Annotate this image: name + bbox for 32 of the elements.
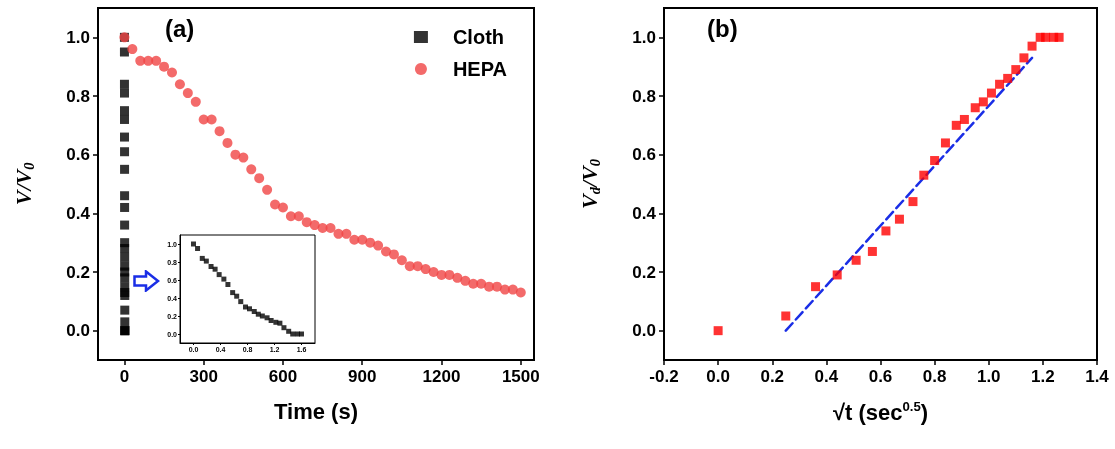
y-tick-label: 0.2 <box>632 262 656 282</box>
x-tick-label: 0.6 <box>868 367 893 386</box>
y-tick-label: 0.8 <box>66 86 90 106</box>
x-tick-label: -0.2 <box>649 367 679 386</box>
x-tick-label: 300 <box>189 367 218 386</box>
x-tick-label: 1.2 <box>1031 367 1055 386</box>
y-tick-label: 1.0 <box>66 27 90 47</box>
annotation: (b) <box>707 14 738 42</box>
x-tick-label: 0.8 <box>922 367 947 386</box>
x-tick-label: 0.2 <box>760 367 785 386</box>
y-tick-label: 0.8 <box>632 86 656 106</box>
x-tick-label: 900 <box>348 367 377 386</box>
y-tick-label: 0.4 <box>632 203 657 223</box>
x-axis-title: Time (s) <box>274 398 358 424</box>
legend-label: HEPA <box>452 58 508 80</box>
legend-label: Cloth <box>452 26 505 48</box>
x-tick-label: 1.4 <box>1085 367 1110 386</box>
x-tick-label: 1500 <box>501 367 540 386</box>
x-tick-label: 1200 <box>422 367 461 386</box>
y-axis-title: Vd/V0 <box>577 159 603 209</box>
x-tick-label: 1.0 <box>976 367 1001 386</box>
x-tick-label: 0.0 <box>706 367 730 386</box>
y-tick-label: 0.2 <box>66 262 90 282</box>
x-tick-label: 0.4 <box>814 367 839 386</box>
x-tick-label: 0 <box>119 367 130 386</box>
x-tick-label: 600 <box>268 367 298 386</box>
y-tick-label: 1.0 <box>632 27 656 47</box>
y-axis-title: V/V0 <box>11 162 37 206</box>
y-tick-label: 0.6 <box>66 145 90 165</box>
y-tick-label: 0.6 <box>632 145 656 165</box>
annotation: (a) <box>165 14 195 42</box>
y-tick-label: 0.4 <box>66 203 91 223</box>
